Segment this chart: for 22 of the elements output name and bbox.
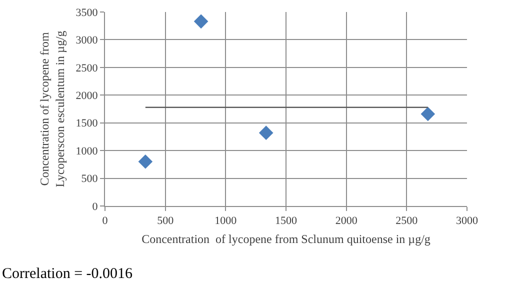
y-tick-label: 1000 [76, 145, 98, 158]
y-tick-label: 2000 [76, 90, 98, 102]
y-tick-label: 3500 [76, 6, 98, 19]
text: Correlation = -0.0016 [2, 266, 134, 282]
y-tick-label: 2500 [76, 62, 98, 74]
x-axis-title: Concentration of lycopene from Sclunum quitoense in µg/g [142, 232, 430, 246]
y-axis-title: Concentration of lycopene from Lycoperscon esculentum in µg/g [38, 30, 68, 188]
x-tick-label: 2000 [335, 215, 358, 228]
y-tick-label: 0 [92, 200, 98, 213]
x-tick-label: 0 [102, 215, 108, 228]
x-tick-label: 1000 [214, 215, 238, 228]
x-tick-label: 1500 [275, 215, 298, 228]
x-tick-label: 3000 [456, 215, 478, 228]
point [420, 106, 436, 122]
y-tick-label: 500 [81, 173, 98, 186]
y-tick-label: 1500 [76, 118, 98, 130]
point [138, 154, 153, 169]
point [258, 126, 274, 140]
x-tick-label: 2500 [396, 215, 418, 228]
point [194, 14, 208, 29]
y-tick-label: 3000 [76, 34, 98, 47]
x-tick-label: 500 [157, 215, 174, 228]
